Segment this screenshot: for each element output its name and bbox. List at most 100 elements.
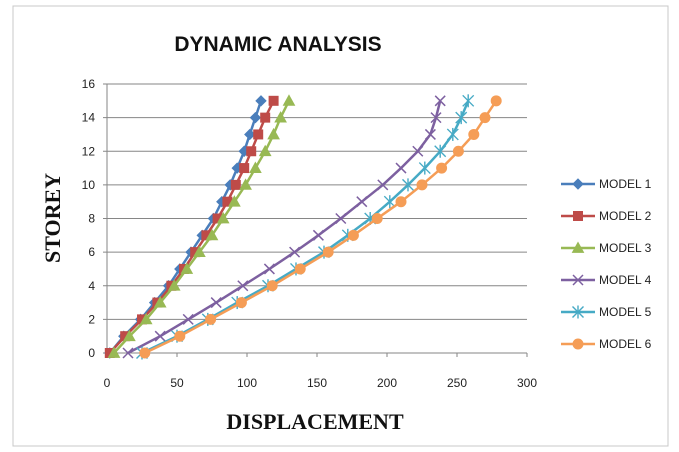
legend-label: MODEL 6 [599,337,652,351]
y-tick-label: 8 [88,212,95,226]
legend-item: MODEL 3 [561,241,652,255]
data-point [434,144,447,158]
data-point [412,145,424,157]
data-point [395,162,407,174]
x-tick-label: 250 [447,376,467,390]
data-point [239,163,250,174]
series-line [108,100,263,354]
legend-item: MODEL 5 [561,305,652,319]
y-tick-label: 16 [82,77,96,91]
data-point [244,128,256,141]
y-tick-label: 12 [82,144,96,158]
data-point [230,179,241,190]
data-point [258,144,272,157]
y-tick-label: 0 [88,346,95,360]
series-line [127,100,442,355]
series-line [108,100,275,354]
series-3 [107,94,296,358]
data-point [430,112,442,124]
legend-label: MODEL 2 [599,209,652,223]
data-point [210,297,222,309]
series-6 [139,95,502,359]
data-point [289,246,301,258]
series-4 [122,95,446,359]
data-point [205,228,219,241]
data-point [418,161,431,175]
x-tick-labels: 0 50 100 150 200 250 300 [104,353,537,390]
data-point [395,196,407,208]
y-tick-label: 14 [82,111,96,125]
x-tick-label: 50 [170,376,184,390]
data-point [347,229,359,241]
data-point [455,111,468,125]
data-point [139,312,153,325]
data-point [205,313,217,325]
legend-marker [572,178,584,190]
x-tick-label: 0 [104,376,111,390]
data-point [107,346,121,358]
data-point [294,263,306,275]
chart-title: DYNAMIC ANALYSIS [174,33,381,56]
data-point [182,313,194,325]
data-point [312,229,324,241]
y-tick-labels: 0 2 4 6 8 10 12 14 16 [82,77,107,360]
data-point [274,111,287,123]
x-tick-label: 150 [307,376,327,390]
y-tick-label: 6 [88,245,95,259]
data-point [167,279,181,291]
data-point [249,111,262,124]
data-point [424,128,436,140]
y-tick-label: 10 [82,178,96,192]
data-point [260,112,271,123]
x-tick-label: 200 [377,376,397,390]
data-point [123,329,136,342]
y-tick-label: 2 [88,312,95,326]
data-point [246,146,257,157]
data-point [154,330,166,342]
legend-label: MODEL 4 [599,273,652,287]
data-point [255,95,267,107]
legend-marker [571,241,585,253]
data-point [468,128,480,140]
data-point [371,213,383,224]
data-point [228,195,241,207]
data-point [322,246,334,258]
data-point [452,145,464,157]
x-axis-title: DISPLACEMENT [226,409,404,434]
y-axis-title: STOREY [40,173,65,263]
data-point [267,127,280,140]
data-point [153,296,167,308]
data-point [237,280,249,292]
data-point [335,212,347,225]
data-point [377,179,389,191]
series-line [144,100,498,355]
legend-label: MODEL 5 [599,305,652,319]
data-point [180,262,194,274]
data-point [174,330,186,342]
legend-item: MODEL 4 [561,273,652,287]
legend-item: MODEL 2 [561,209,652,223]
legend: MODEL 1 MODEL 2 MODEL 3 MODEL 4 MODEL 5 MODEL… [561,177,652,351]
data-point [402,178,414,192]
data-point [416,179,428,191]
series-line [113,100,291,354]
chart-border [12,5,669,447]
legend-label: MODEL 3 [599,241,652,255]
data-point [263,263,275,275]
data-point [266,280,278,292]
series-group [104,94,502,360]
data-point [436,162,448,174]
legend-item: MODEL 1 [561,177,652,191]
legend-marker [572,305,584,319]
data-point [282,94,296,106]
data-point [253,129,264,140]
legend-marker [572,274,584,286]
x-tick-label: 300 [517,376,537,390]
data-point [122,347,134,359]
data-point [268,95,279,106]
data-point [239,178,252,190]
legend-marker [572,338,584,350]
legend-marker [573,211,583,221]
